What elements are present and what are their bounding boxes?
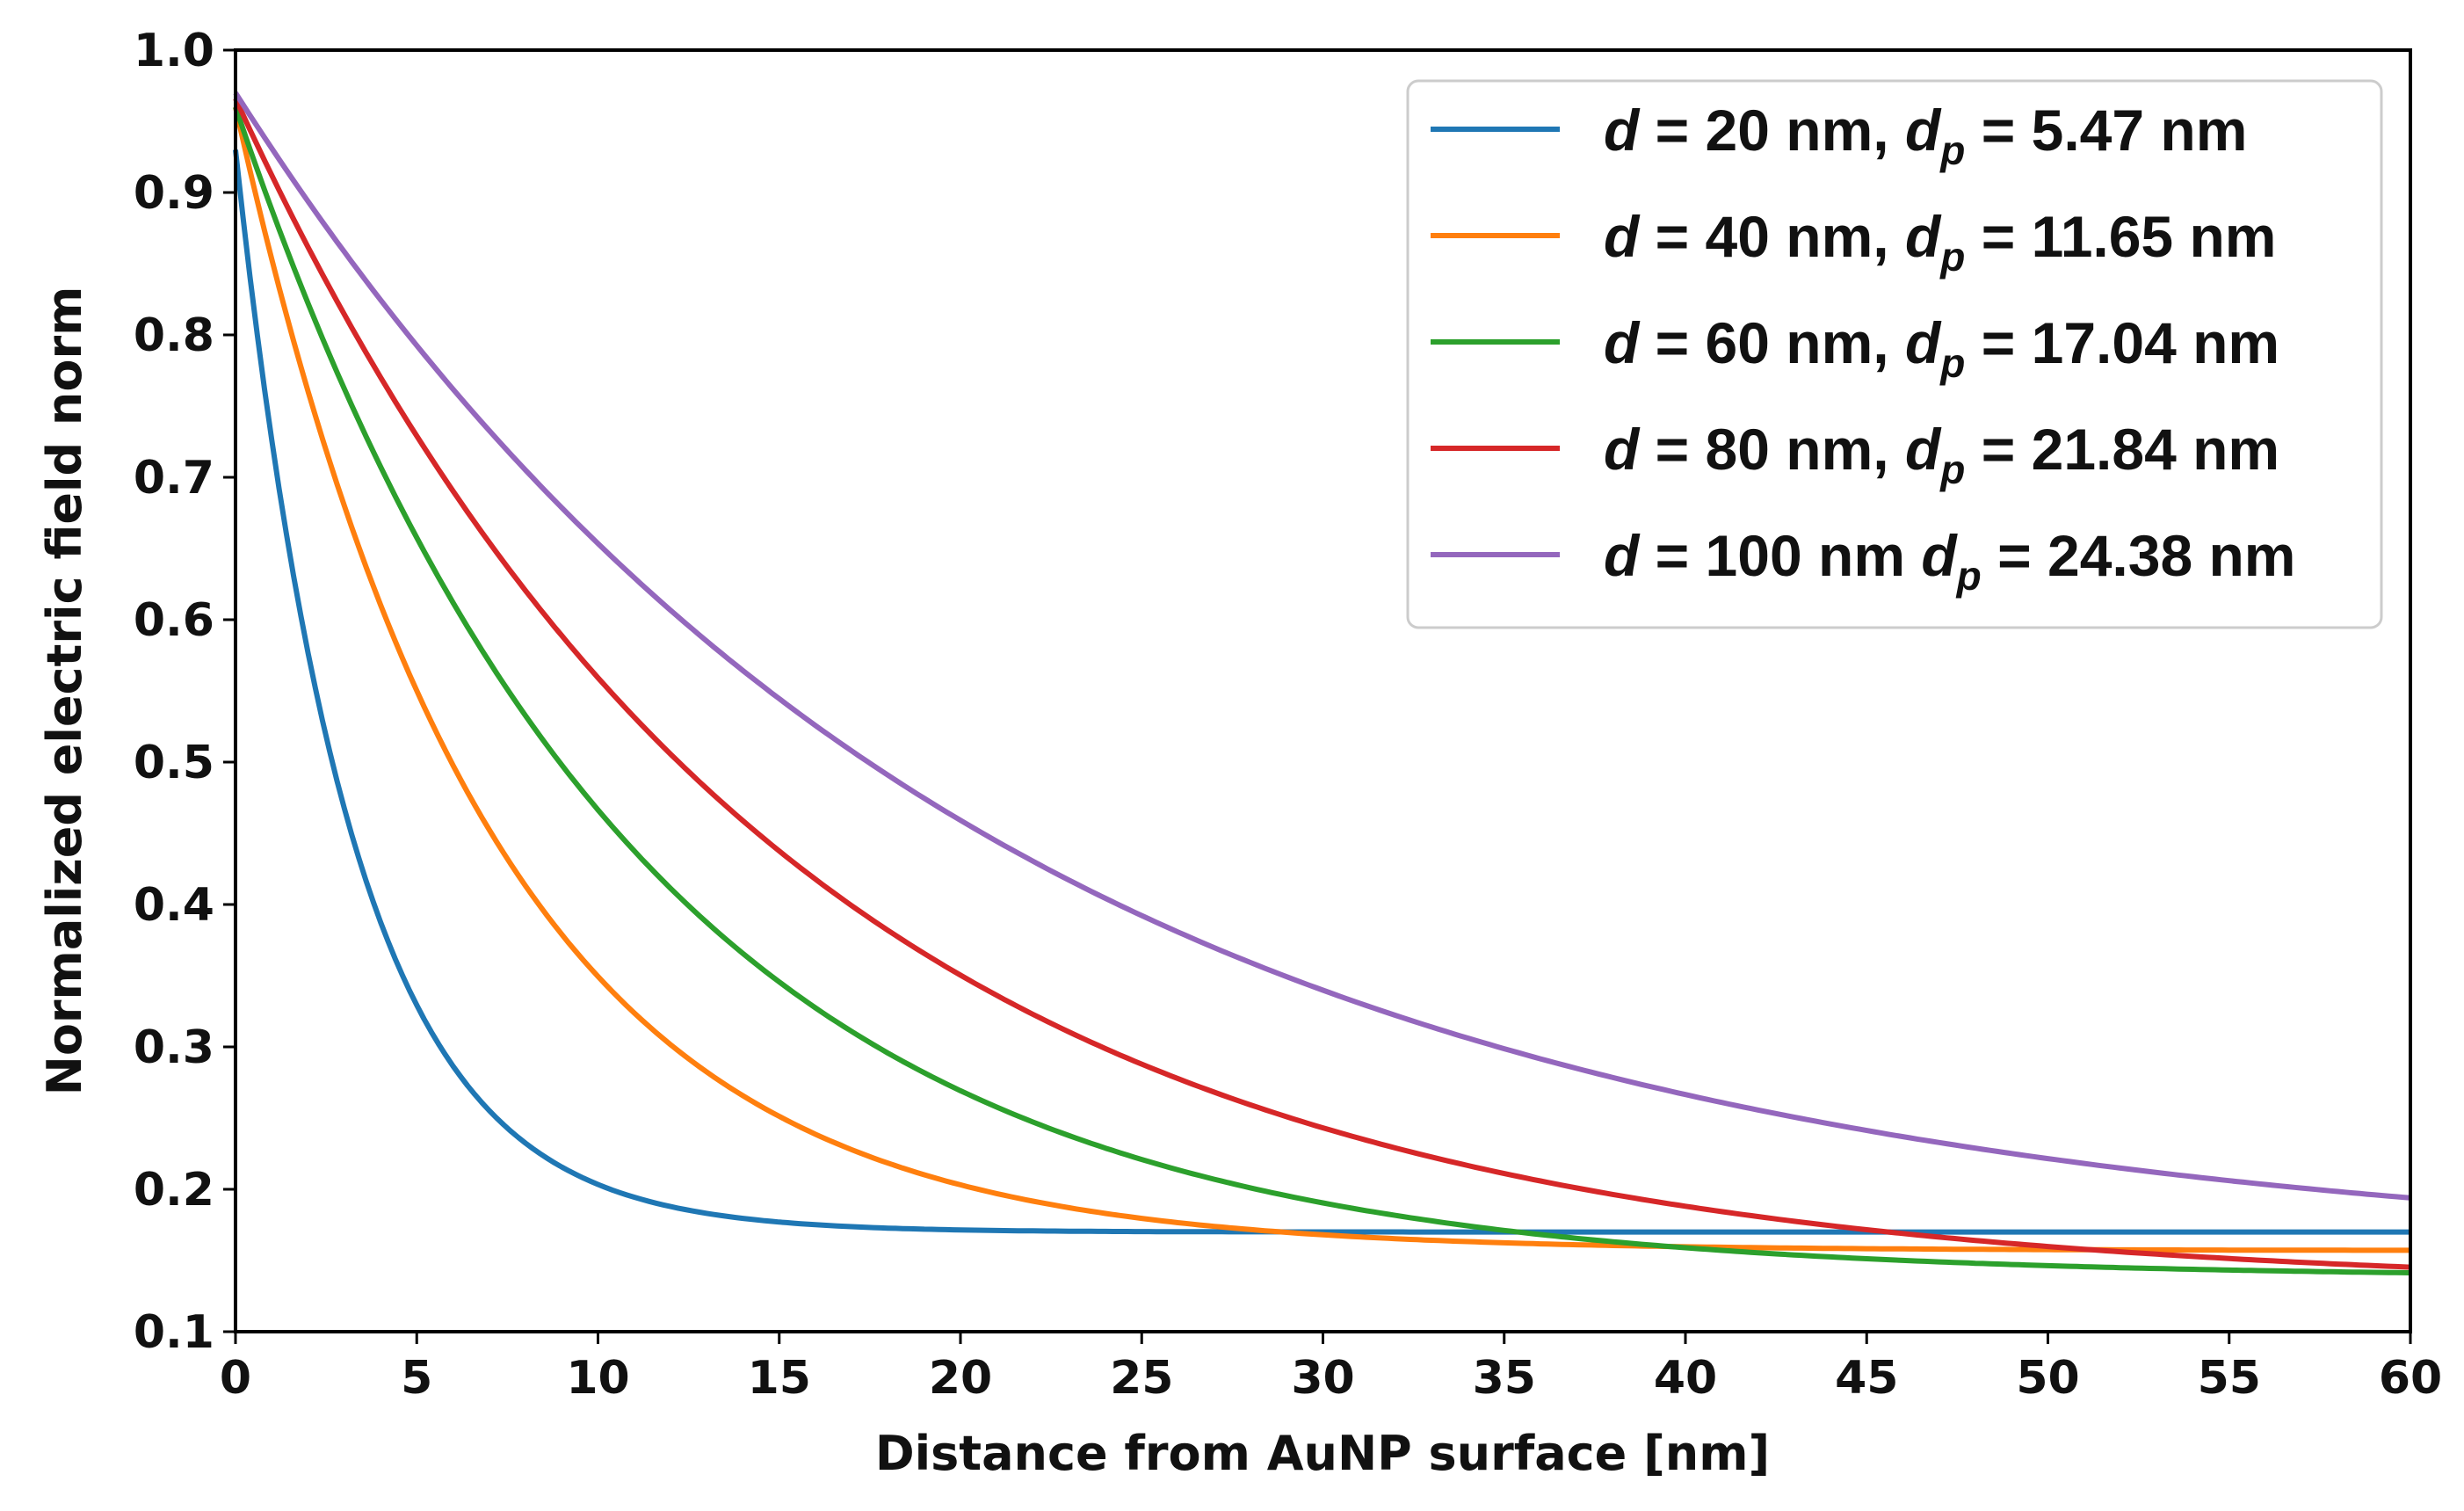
x-tick-label: 10 bbox=[566, 1352, 629, 1405]
y-tick-label: 0.5 bbox=[134, 737, 214, 789]
series-line-3 bbox=[233, 105, 2411, 1275]
legend: d = 20 nm, dp = 5.47 nm d = 40 nm, dp = 1… bbox=[1406, 79, 2383, 629]
legend-box bbox=[1406, 79, 2383, 629]
y-axis-label: Normalized electric field norm bbox=[37, 287, 92, 1096]
y-tick-label: 1.0 bbox=[134, 25, 214, 77]
series-line-1 bbox=[233, 149, 2410, 1235]
series-line-2 bbox=[233, 106, 2410, 1253]
y-tick-label: 0.8 bbox=[134, 309, 214, 362]
x-tick-label: 40 bbox=[1654, 1352, 1717, 1405]
x-axis-ticks: 0 5 10 15 20 25 30 35 40 45 50 55 60 bbox=[220, 1332, 2442, 1405]
x-tick-label: 50 bbox=[2016, 1352, 2079, 1405]
x-tick-label: 15 bbox=[748, 1352, 811, 1405]
y-tick-label: 0.4 bbox=[134, 879, 214, 932]
series-lines bbox=[233, 91, 2411, 1275]
series-line-5 bbox=[233, 91, 2411, 1201]
y-tick-label: 0.7 bbox=[134, 452, 214, 505]
x-tick-label: 5 bbox=[401, 1352, 432, 1405]
y-tick-label: 0.9 bbox=[134, 167, 214, 220]
legend-label-1: d = 20 nm, dp = 5.47 nm bbox=[1604, 98, 2247, 173]
x-tick-label: 45 bbox=[1835, 1352, 1898, 1405]
y-tick-label: 0.1 bbox=[134, 1306, 214, 1359]
legend-label-2: d = 40 nm, dp = 11.65 nm bbox=[1604, 204, 2276, 280]
x-axis-label: Distance from AuNP surface [nm] bbox=[875, 1426, 1770, 1481]
x-tick-label: 0 bbox=[220, 1352, 251, 1405]
legend-label-4: d = 80 nm, dp = 21.84 nm bbox=[1604, 417, 2279, 492]
x-tick-label: 20 bbox=[929, 1352, 992, 1405]
legend-label-5: d = 100 nm dp = 24.38 nm bbox=[1604, 523, 2296, 599]
y-tick-label: 0.6 bbox=[134, 594, 214, 647]
y-axis-ticks: 0.1 0.2 0.3 0.4 0.5 0.6 0.7 0.8 0.9 1.0 bbox=[134, 25, 236, 1359]
x-tick-label: 35 bbox=[1473, 1352, 1536, 1405]
x-tick-label: 60 bbox=[2379, 1352, 2442, 1405]
y-tick-label: 0.2 bbox=[134, 1164, 214, 1217]
x-tick-label: 30 bbox=[1291, 1352, 1354, 1405]
series-line-4 bbox=[233, 97, 2411, 1270]
x-tick-label: 55 bbox=[2198, 1352, 2261, 1405]
legend-label-3: d = 60 nm, dp = 17.04 nm bbox=[1604, 310, 2279, 386]
y-tick-label: 0.3 bbox=[134, 1021, 214, 1074]
x-tick-label: 25 bbox=[1110, 1352, 1173, 1405]
